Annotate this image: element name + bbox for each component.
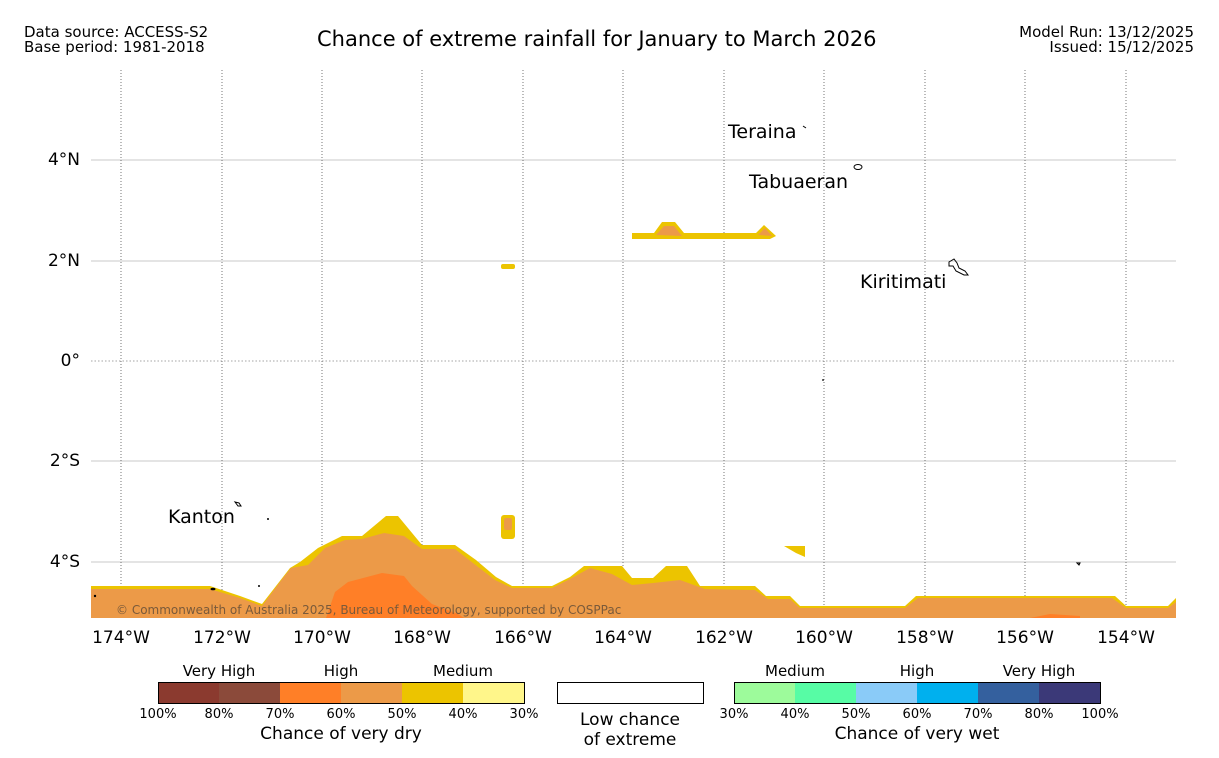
lon-label-174w: 174°W [92, 628, 150, 648]
legend-dry-group-very-high: Very High [182, 662, 256, 680]
legend-wet-group-medium: Medium [765, 662, 825, 680]
lon-label-158w: 158°W [896, 628, 954, 648]
legend-dry-swatch [280, 682, 341, 703]
lat-label-4s: 4°S [49, 552, 80, 572]
island-dot [258, 585, 260, 587]
island-dot [93, 594, 97, 598]
island-east [1075, 562, 1081, 566]
legend-low-swatch [557, 682, 704, 704]
lat-label-4n: 4°N [47, 150, 80, 170]
legend-low-line1: Low chance [580, 710, 680, 730]
legend-wet-swatch [795, 682, 856, 703]
place-label-kanton: Kanton [168, 506, 235, 528]
island-tabuaeran [853, 164, 863, 170]
legend-wet-tick: 50% [841, 707, 871, 722]
lat-label-0: 0° [60, 351, 80, 371]
page-title: Chance of extreme rainfall for January t… [317, 27, 877, 51]
legend-wet-frame [734, 682, 1101, 704]
legend-wet-tick: 30% [719, 707, 749, 722]
island-dots [93, 379, 824, 598]
legend-wet-swatch [734, 682, 795, 703]
legend-dry-tick: 70% [265, 707, 295, 722]
place-label-kiritimati: Kiritimati [860, 271, 947, 293]
legend-wet-tick: 40% [780, 707, 810, 722]
legend-low-line2: of extreme [583, 730, 677, 750]
dry-patch-160w [784, 546, 805, 557]
legend-dry-tick: 30% [509, 707, 539, 722]
islands [233, 125, 1081, 566]
dry-region-east-sliver [1030, 614, 1080, 618]
island-dot [267, 518, 269, 520]
place-label-teraina: Teraina [728, 121, 797, 143]
island-kiritimati [948, 258, 969, 276]
issued-date: Issued: 15/12/2025 [1049, 38, 1194, 56]
lon-label-154w: 154°W [1097, 628, 1155, 648]
legend-wet-tick: 100% [1081, 707, 1119, 722]
lat-label-2n: 2°N [47, 251, 80, 271]
island-teraina [802, 125, 807, 129]
place-label-tabuaeran: Tabuaeran [749, 171, 849, 193]
legend-wet-swatch [978, 682, 1039, 703]
legend-dry-caption: Chance of very dry [260, 724, 422, 744]
legend-wet-swatch [856, 682, 917, 703]
lon-label-164w: 164°W [594, 628, 652, 648]
dry-patch-north-strip [632, 222, 776, 239]
lon-label-166w: 166°W [494, 628, 552, 648]
legend-dry-group-medium: Medium [433, 662, 493, 680]
copyright-notice: © Commonwealth of Australia 2025, Bureau… [116, 603, 622, 617]
legend-dry-tick: 50% [387, 707, 417, 722]
legend-dry-swatch [341, 682, 402, 703]
lon-label-170w: 170°W [293, 628, 351, 648]
lat-label-2s: 2°S [49, 451, 80, 471]
island-dot [822, 379, 824, 381]
data-source: Data source: ACCESS-S2 [24, 23, 209, 41]
legend-wet-group-high: High [899, 662, 935, 680]
lat-gridlines [91, 159, 1176, 563]
legend-dry-tick: 100% [139, 707, 177, 722]
legend-dry-tick: 40% [448, 707, 478, 722]
legend-wet-caption: Chance of very wet [834, 724, 1000, 744]
legend-dry-swatch [158, 682, 219, 703]
base-period: Base period: 1981-2018 [24, 38, 205, 56]
legend-wet-tick: 60% [902, 707, 932, 722]
island-dot [210, 587, 216, 591]
legend-wet-tick: 80% [1024, 707, 1054, 722]
legend-dry-swatch [463, 682, 524, 703]
lon-label-172w: 172°W [193, 628, 251, 648]
legend-wet-group-very-high: Very High [1002, 662, 1076, 680]
legend-dry-tick: 60% [326, 707, 356, 722]
model-run: Model Run: 13/12/2025 [1019, 23, 1194, 41]
lon-label-156w: 156°W [996, 628, 1054, 648]
dry-patch-north-strip-core [656, 226, 772, 236]
legend-dry-swatch [219, 682, 280, 703]
lon-label-160w: 160°W [795, 628, 853, 648]
lon-label-168w: 168°W [393, 628, 451, 648]
legend-dry-swatch [402, 682, 463, 703]
lon-label-162w: 162°W [695, 628, 753, 648]
lon-gridlines [120, 70, 1127, 618]
legend-dry-tick: 80% [204, 707, 234, 722]
dry-patch-2n [501, 264, 515, 269]
dry-region-high-core [326, 573, 464, 618]
legend-dry-group-high: High [323, 662, 359, 680]
legend-wet-tick: 70% [963, 707, 993, 722]
legend-wet-swatch [917, 682, 978, 703]
legend-dry-frame [158, 682, 525, 704]
dry-patch-south-small-core [504, 518, 512, 530]
legend-wet-swatch [1039, 682, 1100, 703]
island-kanton [233, 501, 242, 507]
